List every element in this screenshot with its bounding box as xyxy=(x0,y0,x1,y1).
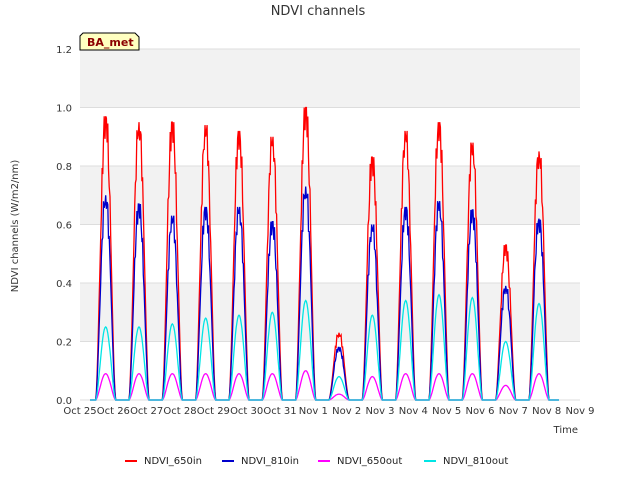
plot-band xyxy=(80,224,580,283)
x-tick-label: Nov 3 xyxy=(365,406,394,417)
x-tick-label: Nov 8 xyxy=(532,406,561,417)
x-tick-label: Nov 5 xyxy=(432,406,461,417)
x-tick-label: Nov 6 xyxy=(465,406,494,417)
series-layer xyxy=(90,106,559,401)
x-tick-label: Nov 1 xyxy=(299,406,328,417)
y-tick-label: 0.4 xyxy=(56,279,72,290)
y-tick-label: 0.0 xyxy=(56,396,72,407)
series-line-ndvi-810out xyxy=(90,293,559,401)
x-tick-label: Nov 7 xyxy=(499,406,528,417)
x-axis-label: Time xyxy=(553,425,578,436)
plot-band xyxy=(80,341,580,400)
legend-label: NDVI_810out xyxy=(443,456,508,467)
plot-band xyxy=(80,107,580,166)
badge-label: BA_met xyxy=(87,36,134,49)
x-tick-label: Oct 26 xyxy=(97,406,130,417)
x-tick-label: Oct 25 xyxy=(63,406,96,417)
y-tick-label: 0.6 xyxy=(56,221,72,232)
x-tick-label: Nov 9 xyxy=(565,406,594,417)
legend-label: NDVI_650in xyxy=(144,456,202,467)
legend: NDVI_650in NDVI_810in NDVI_650out NDVI_810o… xyxy=(125,456,508,467)
plot-background-bands xyxy=(80,49,580,400)
x-tick-label: Oct 29 xyxy=(197,406,230,417)
y-tick-labels: 0.0 0.2 0.4 0.6 0.8 1.0 1.2 xyxy=(56,45,72,407)
chart-title: NDVI channels xyxy=(271,4,366,19)
badge-box xyxy=(79,32,140,51)
site-badge: BA_met xyxy=(79,32,140,51)
plot-band xyxy=(80,49,580,108)
plot-band xyxy=(80,166,580,225)
x-tick-label: Oct 30 xyxy=(230,406,263,417)
x-tick-label: Oct 31 xyxy=(263,406,296,417)
y-axis-label: NDVI channels (W/m2/nm) xyxy=(10,160,21,293)
y-tick-label: 1.0 xyxy=(56,104,72,115)
plot-band xyxy=(80,283,580,342)
x-tick-label: Oct 28 xyxy=(163,406,196,417)
x-tick-label: Nov 4 xyxy=(399,406,428,417)
legend-label: NDVI_810in xyxy=(241,456,299,467)
y-tick-label: 0.2 xyxy=(56,338,72,349)
x-tick-label: Oct 27 xyxy=(130,406,163,417)
x-tick-labels: Oct 25 Oct 26 Oct 27 Oct 28 Oct 29 Oct 30 Oct … xyxy=(63,406,594,417)
x-tick-label: Nov 2 xyxy=(332,406,361,417)
y-tick-label: 1.2 xyxy=(56,45,72,56)
gridlines xyxy=(80,48,580,401)
y-tick-label: 0.8 xyxy=(56,162,72,173)
legend-label: NDVI_650out xyxy=(337,456,402,467)
